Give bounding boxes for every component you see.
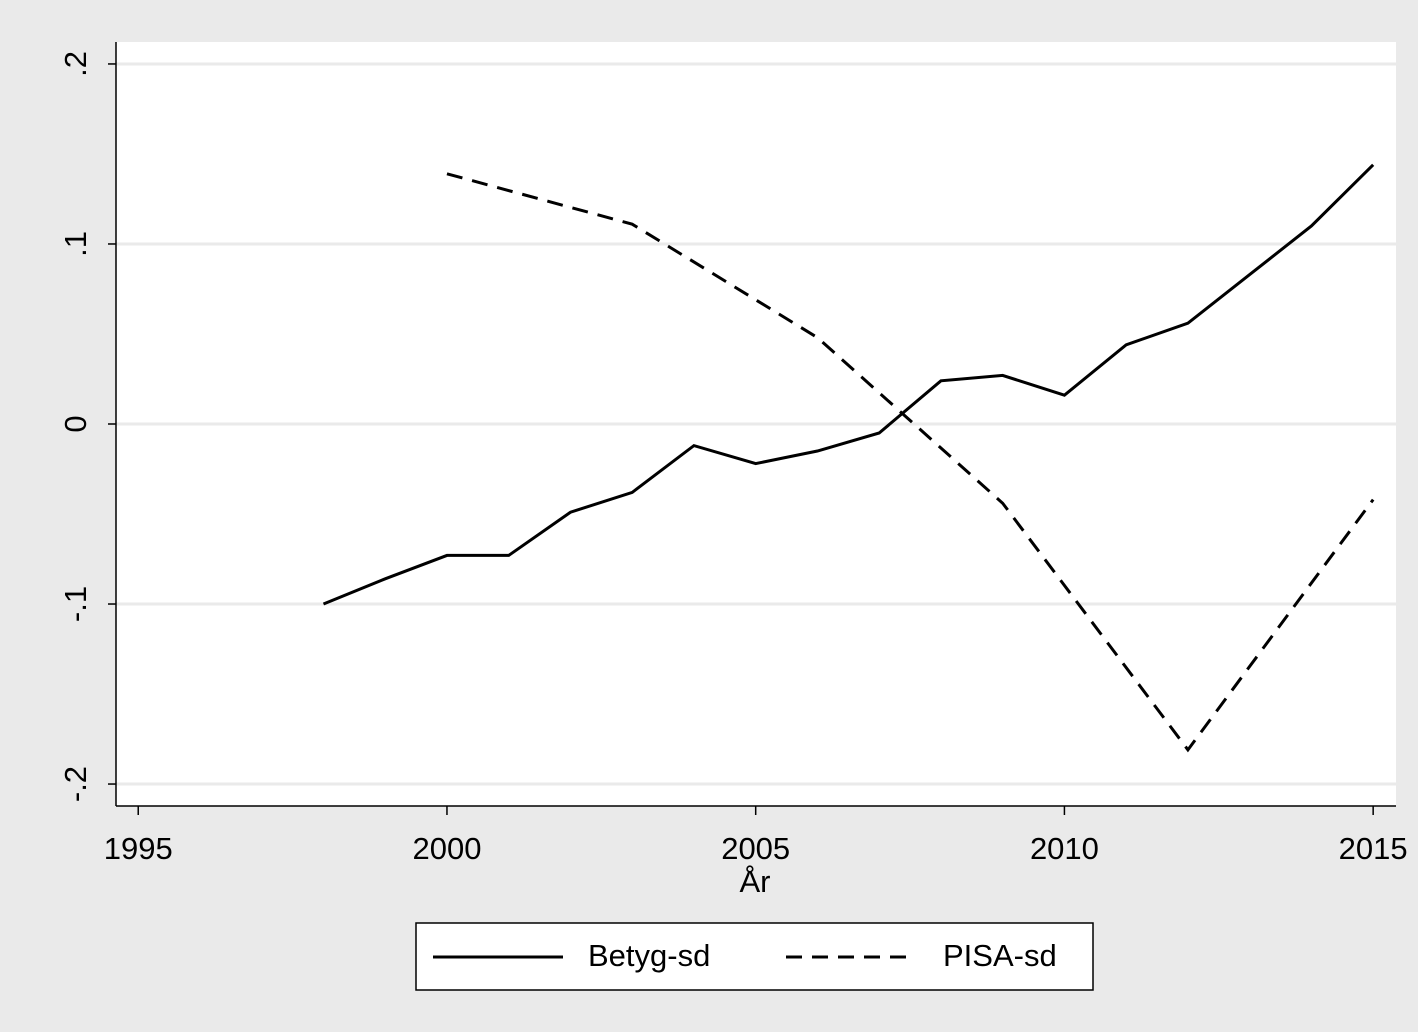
legend-label: PISA-sd	[943, 938, 1057, 973]
x-tick-label: 2000	[412, 831, 481, 866]
y-tick-label: .2	[58, 51, 93, 77]
y-tick-label: -.1	[58, 586, 93, 622]
x-tick-label: 1995	[104, 831, 173, 866]
x-tick-label: 2015	[1339, 831, 1408, 866]
y-tick-label: -.2	[58, 766, 93, 802]
y-tick-label: .1	[58, 231, 93, 257]
x-tick-label: 2005	[721, 831, 790, 866]
y-tick-label: 0	[58, 415, 93, 432]
x-axis-title: År	[740, 864, 771, 899]
legend-label: Betyg-sd	[588, 938, 710, 973]
x-tick-label: 2010	[1030, 831, 1099, 866]
data-line	[322, 163, 1375, 606]
data-line	[446, 172, 1375, 753]
